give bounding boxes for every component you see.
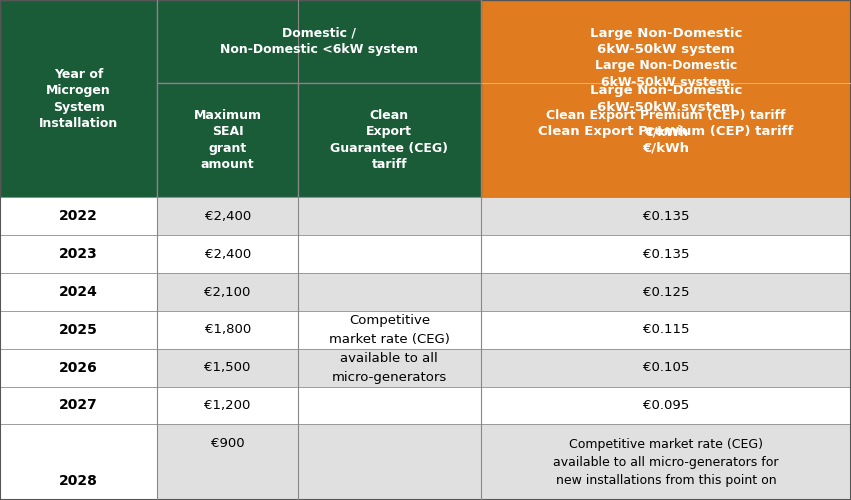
Text: Large Non-Domestic
6kW-50kW system: Large Non-Domestic 6kW-50kW system <box>590 84 742 114</box>
Bar <box>157 424 298 500</box>
Text: 2028: 2028 <box>60 474 98 488</box>
Text: 2025: 2025 <box>60 323 98 337</box>
Bar <box>0 348 157 387</box>
Text: €0.095: €0.095 <box>643 399 689 412</box>
Bar <box>157 348 298 387</box>
Text: Clean
Export
Guarantee (CEG)
tariff: Clean Export Guarantee (CEG) tariff <box>330 109 448 172</box>
Bar <box>298 386 481 424</box>
Text: Large Non-Domestic
6kW-50kW system: Large Non-Domestic 6kW-50kW system <box>590 26 742 56</box>
Text: €0.135: €0.135 <box>643 210 689 223</box>
Text: €0.115: €0.115 <box>643 324 689 336</box>
Bar <box>157 0 481 83</box>
Bar <box>481 0 851 198</box>
Text: €2,400: €2,400 <box>204 210 251 223</box>
Text: Clean Export Premium (CEP) tariff
€/kWh: Clean Export Premium (CEP) tariff €/kWh <box>538 126 794 155</box>
Bar <box>157 236 298 273</box>
Bar <box>157 311 298 348</box>
Bar <box>298 273 481 311</box>
Bar <box>157 273 298 311</box>
Bar <box>481 348 851 387</box>
Text: 2024: 2024 <box>60 285 98 299</box>
Text: 2022: 2022 <box>60 210 98 224</box>
Text: 2026: 2026 <box>60 360 98 374</box>
Bar <box>481 311 851 348</box>
Text: Maximum
SEAI
grant
amount: Maximum SEAI grant amount <box>194 109 261 172</box>
Bar <box>0 198 157 235</box>
Text: 2027: 2027 <box>60 398 98 412</box>
Bar <box>481 273 851 311</box>
Text: €900: €900 <box>211 437 244 450</box>
Bar <box>298 83 481 198</box>
Bar <box>298 236 481 273</box>
Text: Domestic /
Non-Domestic <6kW system: Domestic / Non-Domestic <6kW system <box>220 26 418 56</box>
Bar <box>157 198 298 235</box>
Text: €1,200: €1,200 <box>204 399 251 412</box>
Bar <box>481 386 851 424</box>
Bar <box>0 424 157 500</box>
Bar <box>157 83 298 198</box>
Text: 2023: 2023 <box>60 247 98 261</box>
Text: €2,100: €2,100 <box>204 286 251 298</box>
Bar <box>0 236 157 273</box>
Bar <box>298 348 481 387</box>
Bar <box>481 236 851 273</box>
Text: Competitive market rate (CEG)
available to all micro-generators for
new installa: Competitive market rate (CEG) available … <box>553 438 779 486</box>
Text: Large Non-Domestic
6kW-50kW system

Clean Export Premium (CEP) tariff
€/kWh: Large Non-Domestic 6kW-50kW system Clean… <box>546 59 785 138</box>
Text: €0.125: €0.125 <box>643 286 689 298</box>
Bar <box>0 0 157 198</box>
Bar <box>157 386 298 424</box>
Text: €1,500: €1,500 <box>204 361 251 374</box>
Text: €1,800: €1,800 <box>204 324 251 336</box>
Bar <box>481 198 851 235</box>
Bar <box>298 198 481 235</box>
Text: €0.135: €0.135 <box>643 248 689 260</box>
Text: Competitive
market rate (CEG)
available to all
micro-generators: Competitive market rate (CEG) available … <box>328 314 450 384</box>
Bar <box>298 424 481 500</box>
Bar <box>481 0 851 198</box>
Text: €2,400: €2,400 <box>204 248 251 260</box>
Text: €0.105: €0.105 <box>643 361 689 374</box>
Text: Year of
Microgen
System
Installation: Year of Microgen System Installation <box>39 68 118 130</box>
Bar <box>0 386 157 424</box>
Bar <box>0 273 157 311</box>
Bar <box>0 311 157 348</box>
Bar <box>298 311 481 348</box>
Bar <box>481 424 851 500</box>
